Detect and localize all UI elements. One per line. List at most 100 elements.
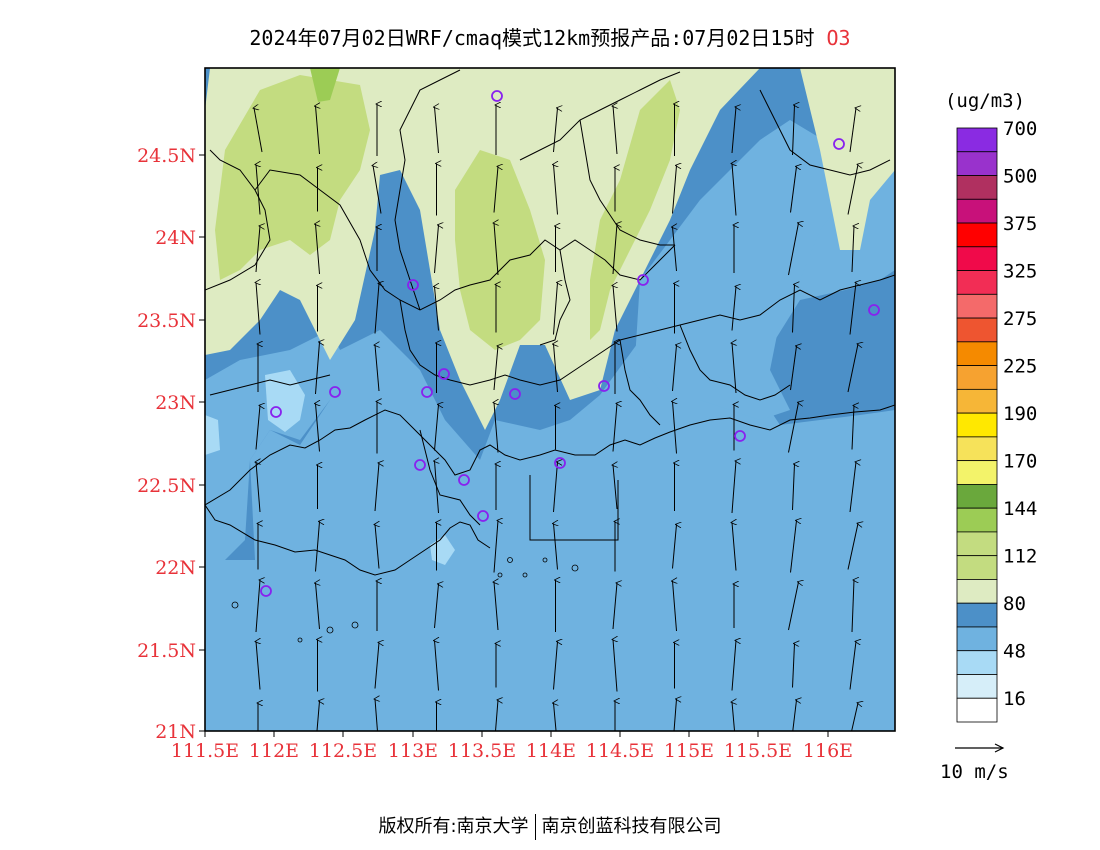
wind-arrow <box>374 463 379 512</box>
colorbar-label: 16 <box>1003 688 1026 710</box>
wind-vectors <box>254 104 858 731</box>
lon-tick-label: 112.5E <box>309 740 377 762</box>
zone-light-blue-3 <box>205 415 220 455</box>
border-5 <box>619 339 661 426</box>
lon-tick-label: 112E <box>249 740 299 762</box>
colorbar-label: 375 <box>1003 213 1037 235</box>
wind-arrow <box>788 582 799 631</box>
colorbar: 16 48 80 112 144 170 190 225 275 325 375 500 700 <box>956 118 1037 723</box>
wind-arrow <box>434 225 439 274</box>
wind-arrow <box>673 699 677 731</box>
colorbar-swatch <box>956 341 998 366</box>
zone-mid-blue-tongue <box>635 120 850 420</box>
wind-arrow <box>554 165 558 215</box>
station-marker <box>491 90 503 102</box>
wind-arrow <box>374 643 379 689</box>
copyright-footer: 版权所有:南京大学 南京创蓝科技有限公司 <box>0 812 1100 840</box>
wind-arrow <box>315 342 320 395</box>
station-marker <box>734 430 746 442</box>
wind-arrow <box>672 525 677 569</box>
hk-box <box>529 475 619 541</box>
colorbar-swatch <box>956 412 998 438</box>
colorbar-swatch <box>956 151 998 176</box>
lon-tick-label: 114E <box>526 740 576 762</box>
wind-arrow <box>494 582 498 631</box>
wind-arrow <box>494 223 498 276</box>
lat-tick-label: 21.5N <box>137 640 196 662</box>
wind-arrow <box>493 521 498 573</box>
wind-arrow <box>847 165 858 215</box>
lat-tick-label: 22.5N <box>137 475 196 497</box>
border-9 <box>579 119 675 246</box>
wind-arrow <box>849 642 856 690</box>
colorbar-label: 48 <box>1003 641 1026 663</box>
colorbar-swatch <box>956 555 998 580</box>
border-2 <box>399 274 895 386</box>
plot-frame <box>204 67 896 732</box>
colorbar-swatch <box>956 222 998 248</box>
wind-arrow <box>790 521 797 573</box>
map-title: 2024年07月02日WRF/cmaq模式12km预报产品:07月02日15时 O… <box>0 22 1100 51</box>
wind-arrow <box>612 224 617 275</box>
station-marker <box>477 510 489 522</box>
colorbar-unit: (ug/m3) <box>945 90 1025 112</box>
wind-arrow <box>673 402 677 454</box>
lat-tick-label: 23.5N <box>137 310 196 332</box>
wind-arrow <box>554 703 558 731</box>
wind-arrow <box>732 702 736 731</box>
lon-tick-label: 113E <box>388 740 438 762</box>
colorbar-swatch <box>956 436 998 462</box>
colorbar-swatch <box>956 246 998 271</box>
lat-tick-label: 22N <box>155 557 196 579</box>
wind-arrow <box>316 224 320 275</box>
zone-light-green-1 <box>215 75 370 280</box>
wind-arrow <box>316 404 320 452</box>
wind-arrow <box>851 226 854 273</box>
wind-arrow <box>613 640 617 692</box>
wind-arrow <box>790 346 797 391</box>
colorbar-swatch <box>956 270 998 295</box>
wind-arrow <box>554 344 558 393</box>
colorbar-swatch <box>956 460 998 485</box>
footer-separator <box>534 814 536 840</box>
wind-arrow <box>553 642 558 690</box>
wind-arrow <box>613 106 617 155</box>
wind-arrow <box>792 285 795 333</box>
colorbar-label: 80 <box>1003 593 1026 615</box>
wind-arrow <box>731 461 736 514</box>
wind-arrow <box>256 283 260 335</box>
lat-tick-label: 23N <box>155 392 196 414</box>
lat-tick-label: 21N <box>155 721 196 743</box>
wind-arrow <box>256 462 260 513</box>
wind-arrow <box>435 107 439 154</box>
colorbar-swatch <box>956 127 998 153</box>
wind-arrow <box>316 106 320 155</box>
station-marker <box>438 368 450 380</box>
colorbar-swatch <box>956 507 998 533</box>
colorbar-swatch <box>956 293 998 319</box>
wind-arrow <box>792 700 797 731</box>
station-marker <box>509 388 521 400</box>
wind-arrow <box>434 584 439 629</box>
wind-arrow <box>255 226 260 273</box>
wind-arrow <box>851 703 858 731</box>
wind-arrow <box>612 404 617 452</box>
border-1 <box>205 169 676 311</box>
lon-tick-label: 111.5E <box>171 740 239 762</box>
wind-arrow <box>732 523 736 571</box>
colorbar-swatch <box>956 579 998 604</box>
lat-tick-label: 24.5N <box>137 145 196 167</box>
wind-arrow <box>613 286 617 332</box>
wind-arrow <box>375 525 379 569</box>
colorbar-label: 190 <box>1003 403 1037 425</box>
colorbar-label: 325 <box>1003 261 1037 283</box>
wind-arrow <box>435 287 439 331</box>
colorbar-swatch <box>956 365 998 390</box>
colorbar-swatch <box>956 531 998 557</box>
wind-scale-label: 10 m/s <box>940 761 1009 783</box>
colorbar-swatch <box>956 650 998 675</box>
wind-arrow <box>851 580 854 633</box>
wind-arrow <box>554 524 558 570</box>
border-11 <box>209 374 331 396</box>
